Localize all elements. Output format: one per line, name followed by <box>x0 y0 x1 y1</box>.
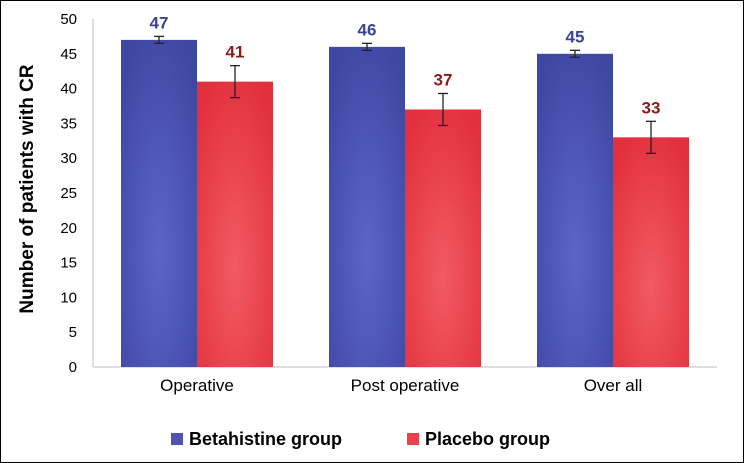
bar-series-0-1 <box>329 47 405 367</box>
legend-label-0: Betahistine group <box>189 429 342 449</box>
x-tick-label: Operative <box>160 376 234 395</box>
y-tick-label: 25 <box>60 185 77 202</box>
y-tick-label: 0 <box>69 359 77 376</box>
bar-series-0-2 <box>537 54 613 367</box>
x-axis-ticks: Operative Post operative Over all <box>160 376 642 395</box>
data-label-1-1: 37 <box>434 70 453 89</box>
legend-label-1: Placebo group <box>425 429 550 449</box>
data-label-0-0: 47 <box>150 13 169 32</box>
y-tick-label: 20 <box>60 220 77 237</box>
data-label-1-0: 41 <box>226 43 245 62</box>
x-tick-label: Over all <box>584 376 643 395</box>
y-tick-label: 10 <box>60 289 77 306</box>
y-tick-label: 30 <box>60 150 77 167</box>
y-axis-ticks: 0 5 10 15 20 25 30 35 40 45 50 <box>60 11 77 376</box>
y-tick-label: 40 <box>60 81 77 98</box>
data-label-0-1: 46 <box>358 20 377 39</box>
bar-series-1-1 <box>405 109 481 367</box>
bar-series-0-0 <box>121 40 197 367</box>
y-tick-label: 35 <box>60 115 77 132</box>
y-tick-label: 50 <box>60 11 77 28</box>
bar-series-1-2 <box>613 137 689 367</box>
y-tick-label: 15 <box>60 255 77 272</box>
x-tick-label: Post operative <box>351 376 460 395</box>
bars-group: 47 41 46 37 45 33 <box>121 13 689 367</box>
y-tick-label: 5 <box>69 324 77 341</box>
data-label-1-2: 33 <box>642 98 661 117</box>
bar-series-1-0 <box>197 82 273 367</box>
y-axis-label: Number of patients with CR <box>17 64 38 313</box>
legend-swatch-0 <box>171 433 183 445</box>
legend: Betahistine group Placebo group <box>171 429 550 449</box>
y-tick-label: 45 <box>60 46 77 63</box>
data-label-0-2: 45 <box>566 27 585 46</box>
legend-swatch-1 <box>407 433 419 445</box>
